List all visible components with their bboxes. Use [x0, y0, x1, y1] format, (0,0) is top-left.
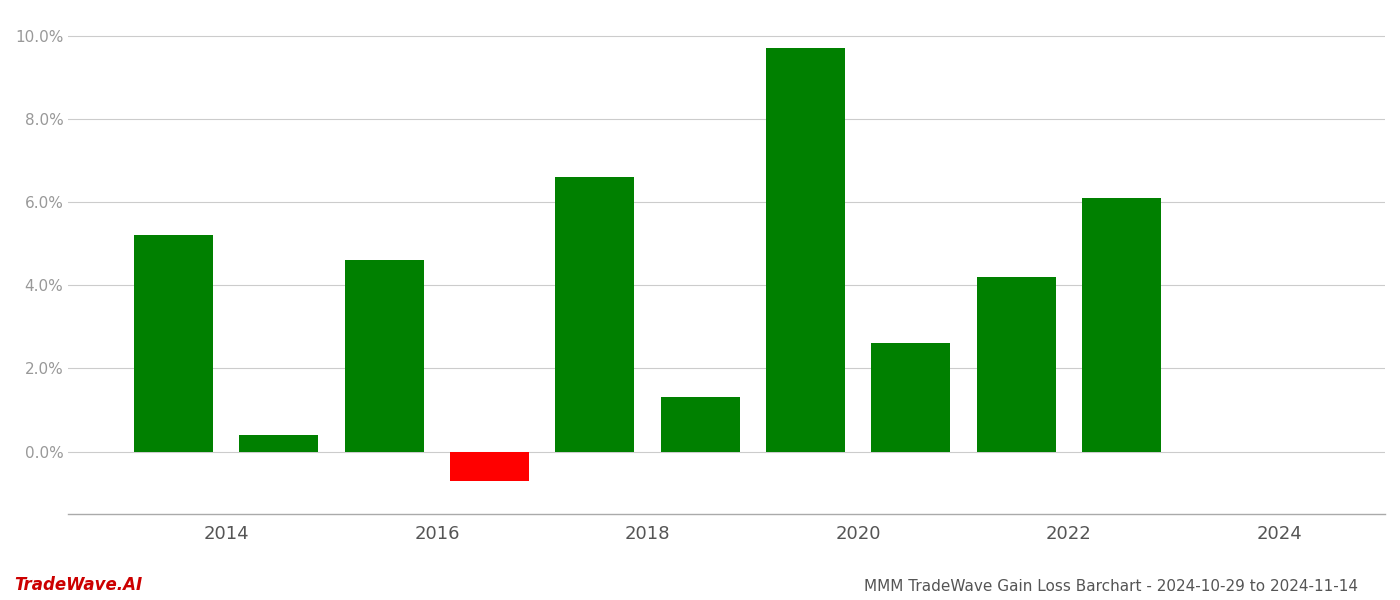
- Bar: [556, 177, 634, 452]
- Bar: [449, 452, 529, 481]
- Bar: [1082, 198, 1161, 452]
- Text: TradeWave.AI: TradeWave.AI: [14, 576, 143, 594]
- Bar: [977, 277, 1056, 452]
- Bar: [871, 343, 951, 452]
- Bar: [239, 435, 318, 452]
- Bar: [134, 235, 213, 452]
- Bar: [661, 397, 739, 452]
- Text: MMM TradeWave Gain Loss Barchart - 2024-10-29 to 2024-11-14: MMM TradeWave Gain Loss Barchart - 2024-…: [864, 579, 1358, 594]
- Bar: [344, 260, 424, 452]
- Bar: [766, 48, 846, 452]
